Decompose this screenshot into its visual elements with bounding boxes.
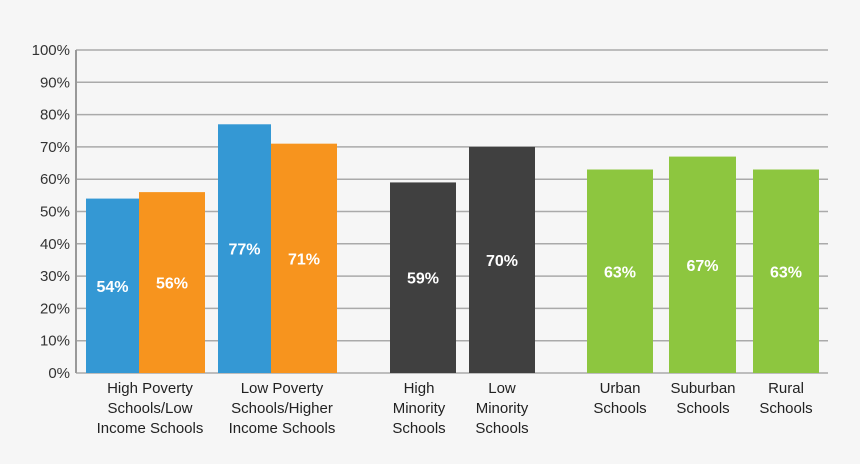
y-tick-label: 10% (40, 333, 70, 350)
x-category-label: Schools (676, 400, 729, 417)
y-tick-label: 80% (40, 107, 70, 124)
x-category-label: High (404, 380, 435, 397)
x-category-label: Schools (759, 400, 812, 417)
y-tick-label: 70% (40, 139, 70, 156)
x-category-label: Income Schools (229, 420, 336, 437)
data-label: 77% (228, 242, 260, 259)
data-label: 54% (96, 279, 128, 296)
bar (271, 143, 337, 373)
y-tick-label: 90% (40, 74, 70, 91)
x-category-label: High Poverty (107, 380, 193, 397)
bar (390, 182, 456, 373)
data-label: 71% (288, 251, 320, 268)
y-tick-label: 40% (40, 236, 70, 253)
x-category-label: Schools/Low (107, 400, 192, 417)
data-label: 70% (486, 253, 518, 270)
y-tick-label: 60% (40, 171, 70, 188)
data-label: 59% (407, 271, 439, 288)
x-category-label: Low (488, 380, 516, 397)
bar (86, 198, 139, 373)
y-tick-label: 20% (40, 300, 70, 317)
y-tick-label: 100% (32, 42, 70, 59)
bar (587, 169, 653, 373)
x-category-label: Rural (768, 380, 804, 397)
data-label: 63% (604, 264, 636, 281)
x-category-label: Schools (392, 420, 445, 437)
bar (139, 192, 205, 373)
x-category-label: Suburban (670, 380, 735, 397)
bar (753, 169, 819, 373)
x-category-label: Schools (475, 420, 528, 437)
data-label: 63% (770, 264, 802, 281)
x-category-label: Urban (600, 380, 641, 397)
x-category-label: Minority (393, 400, 446, 417)
x-category-label: Minority (476, 400, 529, 417)
x-category-label: Schools (593, 400, 646, 417)
x-category-label: Income Schools (97, 420, 204, 437)
data-label: 56% (156, 276, 188, 293)
bar (669, 156, 736, 373)
y-tick-label: 0% (48, 365, 70, 382)
bar (469, 146, 535, 373)
y-tick-label: 50% (40, 204, 70, 221)
y-tick-label: 30% (40, 268, 70, 285)
data-label: 67% (686, 258, 718, 275)
x-category-label: Low Poverty (241, 380, 324, 397)
x-category-label: Schools/Higher (231, 400, 333, 417)
bar (218, 124, 271, 373)
